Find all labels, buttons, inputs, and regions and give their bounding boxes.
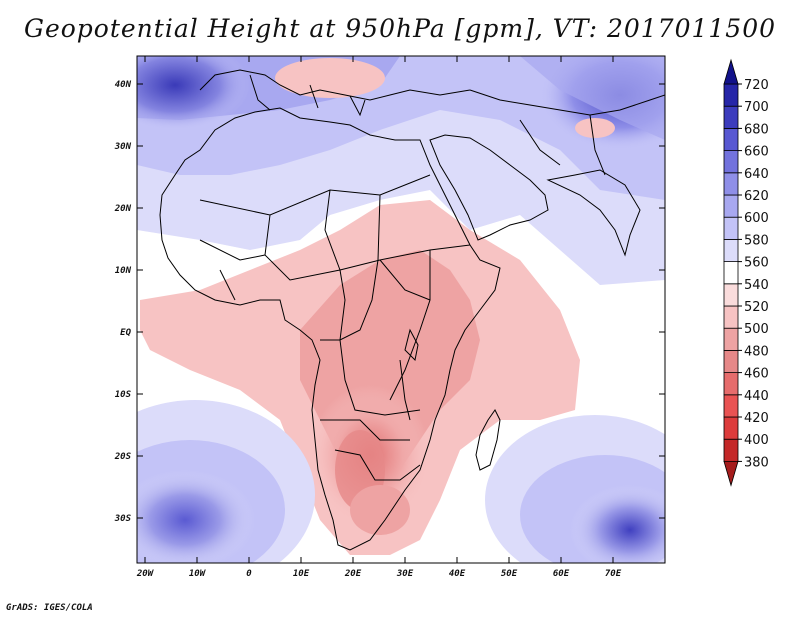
lat-tick-label: 10N: [115, 266, 132, 276]
lon-tick-label: 10W: [189, 569, 207, 579]
lon-tick-label: 50E: [501, 569, 518, 579]
colorbar-label: 420: [744, 411, 769, 426]
colorbar-label: 440: [744, 389, 769, 404]
lat-tick-label: 20S: [114, 452, 132, 462]
colorbar-segment: [723, 349, 739, 373]
colorbar-segment: [723, 327, 739, 351]
lon-tick-label: 20W: [136, 569, 155, 579]
colorbar-segment: [723, 238, 739, 262]
colorbar-segment: [723, 172, 739, 196]
colorbar-segment: [723, 105, 739, 129]
lat-tick-label: 20N: [114, 204, 132, 214]
colorbar-label: 580: [744, 233, 769, 248]
colorbar-label: 460: [744, 367, 769, 382]
plot-frame: [136, 55, 666, 564]
colorbar-label: 540: [744, 278, 769, 293]
colorbar-label: 400: [744, 433, 769, 448]
colorbar-label: 380: [744, 455, 769, 470]
lon-tick-label: 60E: [553, 569, 570, 579]
height-field: [137, 56, 665, 563]
lat-tick-label: EQ: [120, 328, 131, 338]
colorbar-label: 680: [744, 122, 769, 137]
lon-tick-label: 30E: [396, 569, 414, 579]
lon-tick-label: 40E: [449, 569, 466, 579]
colorbar-segment: [723, 438, 739, 462]
colorbar-label: 640: [744, 167, 769, 182]
colorbar-segment: [723, 83, 739, 107]
lat-tick-label: 10S: [115, 390, 132, 400]
colorbar-label: 620: [744, 189, 769, 204]
lat-tick-label: 30N: [114, 142, 132, 152]
colorbar-max-triangle: [723, 58, 739, 85]
lon-tick-label: 10E: [293, 569, 310, 579]
colorbar-segment: [723, 305, 739, 329]
colorbar-segment: [723, 394, 739, 418]
coastlines: [159, 69, 665, 551]
colorbar-label: 480: [744, 344, 769, 359]
colorbar-label: 660: [744, 145, 769, 160]
colorbar-min-triangle: [723, 460, 739, 487]
colorbar-label: 520: [744, 300, 769, 315]
lon-tick-label: 70E: [605, 569, 622, 579]
colorbar-segment: [723, 216, 739, 240]
colorbar: 380 400 420 440 460 480 500 520 540 560 580 600 620 6…: [723, 58, 769, 487]
colorbar-segment: [723, 127, 739, 151]
colorbar-label: 500: [744, 322, 769, 337]
colorbar-segment: [723, 416, 739, 440]
grads-credit: GrADS: IGES/COLA: [6, 603, 93, 613]
colorbar-segment: [723, 283, 739, 307]
colorbar-label: 700: [744, 100, 769, 115]
lon-tick-label: 0: [246, 569, 252, 579]
colorbar-label: 720: [744, 78, 769, 93]
map-title: Geopotential Height at 950hPa [gpm], VT:…: [23, 14, 777, 43]
colorbar-segment: [723, 261, 739, 285]
colorbar-label: 560: [744, 256, 769, 271]
colorbar-segment: [723, 150, 739, 174]
colorbar-segment: [723, 194, 739, 218]
lat-tick-label: 40N: [115, 80, 132, 90]
colorbar-label: 600: [744, 211, 769, 226]
lat-tick-label: 30S: [114, 514, 132, 524]
axis-ticks: 40N 30N 20N 10N EQ 10S 20S 30S 20W 10W 0 10E 20E 30E 4…: [114, 56, 665, 579]
colorbar-segment: [723, 372, 739, 396]
lon-tick-label: 20E: [344, 569, 362, 579]
